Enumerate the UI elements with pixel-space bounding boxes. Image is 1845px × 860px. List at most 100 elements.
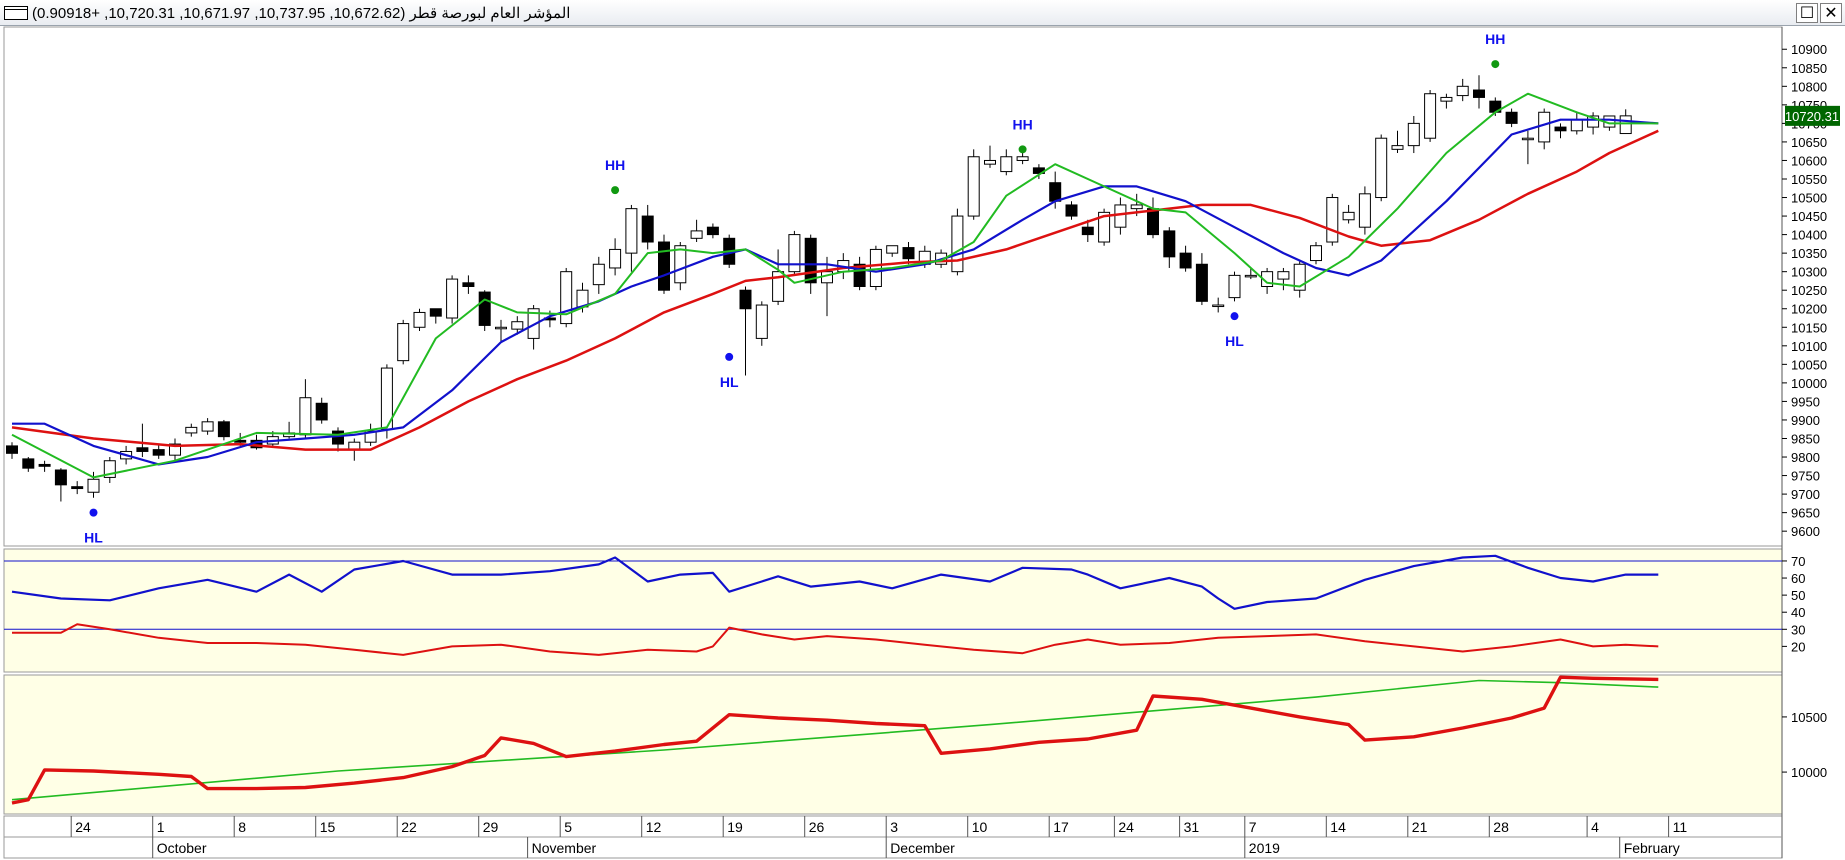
axis-tick-label: 10400 [1791, 228, 1827, 243]
candle [1244, 267, 1257, 280]
candle [38, 460, 51, 472]
day-label: 12 [646, 819, 662, 835]
price-axis: 9600 9650 9700 9750 9800 9850 9900 9950 10000 100… [1782, 42, 1840, 780]
axis-tick-label: 70 [1791, 554, 1805, 569]
chart-area[interactable]: HL HH HL HH HL HH 9600 9650 9700 9750 9800 9850 990… [0, 26, 1845, 860]
candle [625, 204, 638, 272]
candle-body [299, 397, 312, 436]
candle [1326, 193, 1339, 246]
candle-body [1342, 211, 1355, 221]
candle-body [1538, 111, 1551, 143]
marker-dot [611, 186, 620, 195]
candle [446, 275, 459, 324]
candle-body [397, 323, 410, 362]
candle-body [1440, 96, 1453, 102]
axis-tick-label: 9900 [1791, 413, 1820, 428]
candle-body [413, 311, 426, 328]
candle [951, 208, 964, 276]
candle-body [1163, 230, 1176, 258]
candle-body [641, 215, 654, 243]
candle-body [1570, 119, 1583, 132]
candle [1505, 108, 1518, 128]
price-panel [3, 26, 1783, 547]
candle [1407, 115, 1420, 154]
candle-body [201, 421, 214, 432]
candle-body [1407, 122, 1420, 147]
marker-label: HL [84, 530, 103, 546]
axis-tick-label: 60 [1791, 571, 1805, 586]
ma-mid-line [12, 118, 1659, 466]
axis-tick-label: 10550 [1791, 172, 1827, 187]
maximize-button[interactable]: ☐ [1796, 3, 1818, 23]
marker-label: HL [720, 374, 739, 390]
candle [1587, 112, 1600, 135]
candle [1212, 297, 1225, 313]
day-label: 4 [1591, 819, 1599, 835]
candle [71, 481, 84, 495]
axis-tick-label: 10300 [1791, 265, 1827, 280]
axis-tick-label: 10500 [1791, 191, 1827, 206]
day-label: 14 [1330, 819, 1346, 835]
axis-tick-label: 50 [1791, 588, 1805, 603]
candle-body [1114, 204, 1127, 228]
close-button[interactable]: ✕ [1820, 3, 1842, 23]
day-label: 21 [1412, 819, 1428, 835]
candle [853, 256, 866, 291]
candle-body [1358, 193, 1371, 228]
title-bar: المؤشر العام لبورصة قطر (10,672.62, 10,7… [0, 0, 1845, 26]
candle-body [1179, 252, 1192, 269]
candle [1195, 253, 1208, 306]
candle-body [1228, 274, 1241, 299]
candle-body [706, 226, 719, 236]
last-price-label: 10720.31 [1785, 109, 1839, 124]
day-label: 24 [75, 819, 91, 835]
candle-body [1293, 263, 1306, 291]
candle-body [1375, 137, 1388, 199]
marker-label: HL [1225, 333, 1244, 349]
candle-body [1473, 89, 1485, 98]
day-label: 11 [1673, 819, 1688, 835]
candle-body [1147, 208, 1159, 236]
candle [1342, 204, 1355, 224]
candle-body [495, 326, 507, 330]
candle-body [1391, 145, 1404, 150]
axis-tick-label: 9700 [1791, 487, 1820, 502]
candle [103, 457, 116, 483]
candle [54, 468, 67, 502]
candle-body [658, 241, 670, 291]
candle [413, 308, 426, 331]
oscillator-blue-line [11, 554, 1659, 610]
candle [1065, 201, 1078, 220]
axis-strip [1782, 27, 1842, 858]
candle [332, 427, 344, 452]
ma-long-line [11, 129, 1659, 451]
axis-tick-label: 10100 [1791, 339, 1827, 354]
day-label: 1 [157, 819, 165, 835]
axis-tick-label: 9950 [1791, 394, 1820, 409]
candle [1163, 227, 1176, 268]
axis-tick-label: 10600 [1791, 153, 1827, 168]
axis-tick-label: 10050 [1791, 357, 1827, 372]
lower-panel [3, 674, 1783, 815]
candle [397, 319, 410, 365]
candle [1358, 186, 1371, 235]
marker-dot [1018, 145, 1027, 154]
candle-body [136, 447, 149, 452]
day-label: 31 [1184, 819, 1200, 835]
day-label: 24 [1118, 819, 1134, 835]
month-label: December [890, 840, 955, 856]
oscillator-panel [3, 548, 1783, 673]
candle [169, 438, 181, 461]
axis-tick-label: 10450 [1791, 209, 1827, 224]
candle [1391, 130, 1404, 154]
candle [201, 418, 214, 435]
candle-body [185, 426, 198, 434]
candle [185, 423, 198, 437]
axis-tick-label: 9800 [1791, 450, 1820, 465]
candle [364, 423, 377, 446]
marker-dot [725, 352, 734, 361]
axis-tick-label: 10500 [1791, 710, 1827, 725]
candle-body [739, 289, 752, 310]
candle [1554, 123, 1567, 139]
axis-tick-label: 10650 [1791, 135, 1827, 150]
